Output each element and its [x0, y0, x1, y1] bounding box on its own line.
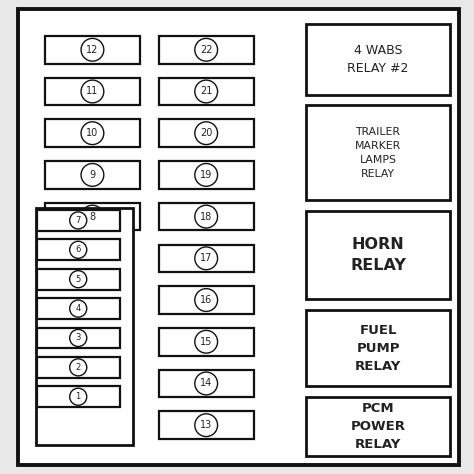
Bar — [306, 105, 450, 200]
Circle shape — [195, 205, 218, 228]
Text: 14: 14 — [200, 378, 212, 389]
Bar — [45, 161, 140, 189]
Bar — [159, 161, 254, 189]
Bar — [37, 239, 119, 260]
Text: 22: 22 — [200, 45, 212, 55]
Text: 4: 4 — [75, 304, 81, 313]
Text: 16: 16 — [200, 295, 212, 305]
Bar — [306, 310, 450, 386]
Bar — [45, 119, 140, 147]
Text: 15: 15 — [200, 337, 212, 347]
Circle shape — [195, 164, 218, 186]
Bar — [45, 36, 140, 64]
Circle shape — [70, 329, 87, 346]
Circle shape — [195, 247, 218, 270]
Circle shape — [81, 205, 104, 228]
Text: 5: 5 — [75, 275, 81, 283]
Text: 6: 6 — [75, 246, 81, 254]
Circle shape — [70, 388, 87, 405]
Text: 12: 12 — [86, 45, 99, 55]
Bar — [159, 370, 254, 397]
Bar — [37, 298, 119, 319]
Circle shape — [81, 80, 104, 103]
Circle shape — [70, 300, 87, 317]
Bar — [159, 411, 254, 439]
Text: 2: 2 — [75, 363, 81, 372]
Bar — [159, 245, 254, 272]
Text: 11: 11 — [86, 86, 99, 97]
Circle shape — [81, 122, 104, 145]
Text: 17: 17 — [200, 253, 212, 264]
Circle shape — [195, 289, 218, 311]
Bar — [37, 210, 119, 231]
Text: 20: 20 — [200, 128, 212, 138]
Bar — [306, 24, 450, 95]
Bar — [159, 119, 254, 147]
Text: 18: 18 — [200, 211, 212, 222]
Circle shape — [195, 80, 218, 103]
Text: 7: 7 — [75, 216, 81, 225]
Bar — [159, 286, 254, 314]
Bar — [159, 36, 254, 64]
Bar — [37, 328, 119, 348]
Text: 3: 3 — [75, 334, 81, 342]
Bar — [37, 357, 119, 378]
Bar — [306, 211, 450, 299]
Circle shape — [70, 359, 87, 376]
Text: 21: 21 — [200, 86, 212, 97]
Text: TRAILER
MARKER
LAMPS
RELAY: TRAILER MARKER LAMPS RELAY — [355, 127, 401, 179]
Circle shape — [195, 372, 218, 395]
Bar — [45, 203, 140, 230]
Bar — [36, 208, 133, 445]
Text: 19: 19 — [200, 170, 212, 180]
Circle shape — [81, 38, 104, 61]
Text: 4 WABS
RELAY #2: 4 WABS RELAY #2 — [347, 44, 409, 75]
Text: 9: 9 — [90, 170, 95, 180]
Bar — [37, 386, 119, 407]
Text: HORN
RELAY: HORN RELAY — [350, 237, 406, 273]
Text: 8: 8 — [90, 211, 95, 222]
Circle shape — [195, 330, 218, 353]
Bar — [159, 78, 254, 105]
Text: PCM
POWER
RELAY: PCM POWER RELAY — [350, 402, 406, 451]
Bar — [306, 397, 450, 456]
Text: 13: 13 — [200, 420, 212, 430]
Text: 1: 1 — [75, 392, 81, 401]
Circle shape — [81, 164, 104, 186]
Circle shape — [195, 122, 218, 145]
Bar — [159, 203, 254, 230]
Bar — [159, 328, 254, 356]
Text: FUEL
PUMP
RELAY: FUEL PUMP RELAY — [355, 324, 401, 373]
Circle shape — [195, 414, 218, 437]
Circle shape — [70, 241, 87, 258]
Circle shape — [70, 212, 87, 229]
Circle shape — [70, 271, 87, 288]
Text: 10: 10 — [86, 128, 99, 138]
Circle shape — [195, 38, 218, 61]
Bar — [37, 269, 119, 290]
Bar — [45, 78, 140, 105]
